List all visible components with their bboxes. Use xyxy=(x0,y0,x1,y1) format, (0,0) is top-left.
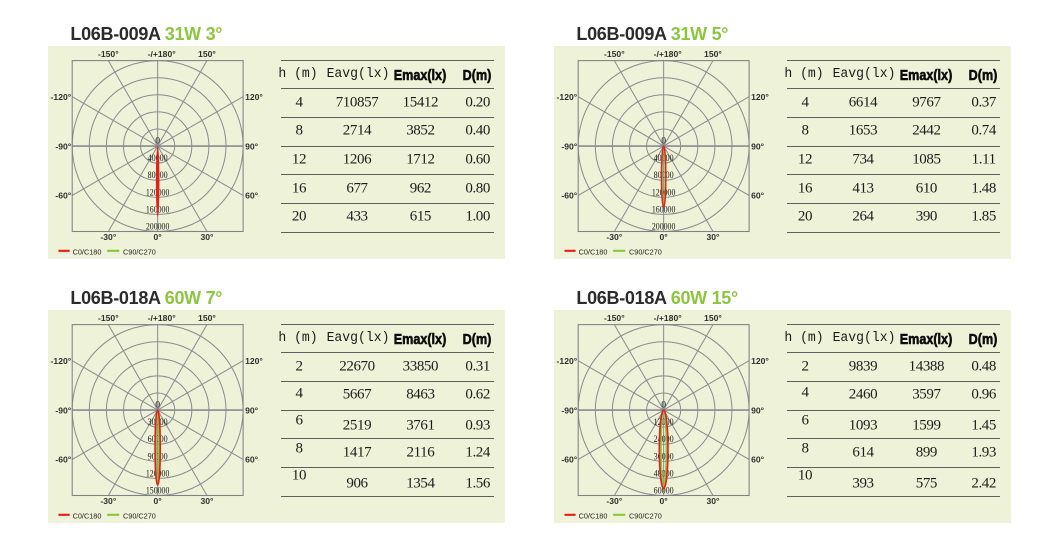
svg-text:C90/C270: C90/C270 xyxy=(629,248,662,257)
svg-text:30000: 30000 xyxy=(148,417,168,428)
svg-text:-90°: -90° xyxy=(561,405,577,415)
svg-text:150°: 150° xyxy=(198,313,216,323)
svg-text:80000: 80000 xyxy=(654,170,674,181)
svg-text:120°: 120° xyxy=(245,92,263,102)
svg-text:C0/C180: C0/C180 xyxy=(579,512,608,521)
svg-text:120000: 120000 xyxy=(146,468,170,479)
svg-text:90000: 90000 xyxy=(148,451,168,462)
svg-text:0: 0 xyxy=(661,136,666,147)
svg-text:0°: 0° xyxy=(154,496,163,506)
svg-text:120°: 120° xyxy=(751,92,769,102)
svg-text:-90°: -90° xyxy=(55,141,71,151)
svg-text:0: 0 xyxy=(155,400,160,411)
svg-text:-60°: -60° xyxy=(561,191,577,201)
svg-text:C90/C270: C90/C270 xyxy=(123,512,156,521)
svg-text:-/+180°: -/+180° xyxy=(654,49,683,59)
svg-text:60°: 60° xyxy=(751,191,765,201)
svg-text:-150°: -150° xyxy=(98,49,119,59)
svg-text:150°: 150° xyxy=(704,313,722,323)
svg-text:30°: 30° xyxy=(200,232,214,242)
svg-text:-30°: -30° xyxy=(606,232,622,242)
svg-text:60°: 60° xyxy=(245,455,259,465)
svg-text:-60°: -60° xyxy=(55,191,71,201)
svg-text:-60°: -60° xyxy=(55,455,71,465)
svg-text:30°: 30° xyxy=(706,232,720,242)
svg-text:-30°: -30° xyxy=(606,496,622,506)
svg-text:C0/C180: C0/C180 xyxy=(73,248,102,257)
svg-text:90°: 90° xyxy=(751,405,765,415)
svg-text:36000: 36000 xyxy=(654,451,674,462)
svg-text:-/+180°: -/+180° xyxy=(148,49,177,59)
svg-text:0°: 0° xyxy=(660,232,669,242)
svg-text:30°: 30° xyxy=(706,496,720,506)
svg-text:12000: 12000 xyxy=(654,417,674,428)
svg-text:0°: 0° xyxy=(154,232,163,242)
svg-text:-30°: -30° xyxy=(100,232,116,242)
svg-text:150000: 150000 xyxy=(146,486,170,497)
svg-text:C90/C270: C90/C270 xyxy=(629,512,662,521)
svg-text:120°: 120° xyxy=(751,356,769,366)
svg-text:-120°: -120° xyxy=(557,356,578,366)
svg-text:C0/C180: C0/C180 xyxy=(73,512,102,521)
svg-text:-60°: -60° xyxy=(561,455,577,465)
svg-text:150°: 150° xyxy=(198,49,216,59)
svg-text:-150°: -150° xyxy=(98,313,119,323)
svg-text:160000: 160000 xyxy=(652,204,676,215)
svg-text:30°: 30° xyxy=(200,496,214,506)
svg-text:200000: 200000 xyxy=(146,222,170,233)
svg-text:40000: 40000 xyxy=(654,153,674,164)
svg-text:48000: 48000 xyxy=(654,468,674,479)
svg-text:0: 0 xyxy=(155,136,160,147)
svg-text:-150°: -150° xyxy=(604,49,625,59)
svg-text:24000: 24000 xyxy=(654,434,674,445)
svg-text:90°: 90° xyxy=(245,405,259,415)
svg-text:60°: 60° xyxy=(245,191,259,201)
svg-text:-150°: -150° xyxy=(604,313,625,323)
svg-text:0°: 0° xyxy=(660,496,669,506)
svg-text:200000: 200000 xyxy=(652,222,676,233)
svg-text:90°: 90° xyxy=(751,141,765,151)
svg-text:150°: 150° xyxy=(704,49,722,59)
svg-text:-120°: -120° xyxy=(51,92,72,102)
svg-text:C0/C180: C0/C180 xyxy=(579,248,608,257)
svg-text:-/+180°: -/+180° xyxy=(654,313,683,323)
svg-text:90°: 90° xyxy=(245,141,259,151)
svg-text:-90°: -90° xyxy=(561,141,577,151)
svg-text:0: 0 xyxy=(661,400,666,411)
svg-text:120°: 120° xyxy=(245,356,263,366)
svg-text:-90°: -90° xyxy=(55,405,71,415)
svg-text:60000: 60000 xyxy=(654,486,674,497)
svg-text:60000: 60000 xyxy=(148,434,168,445)
svg-text:-/+180°: -/+180° xyxy=(148,313,177,323)
svg-text:-120°: -120° xyxy=(51,356,72,366)
svg-text:-30°: -30° xyxy=(100,496,116,506)
svg-text:120000: 120000 xyxy=(652,187,676,198)
svg-text:60°: 60° xyxy=(751,455,765,465)
svg-text:C90/C270: C90/C270 xyxy=(123,248,156,257)
svg-text:-120°: -120° xyxy=(557,92,578,102)
